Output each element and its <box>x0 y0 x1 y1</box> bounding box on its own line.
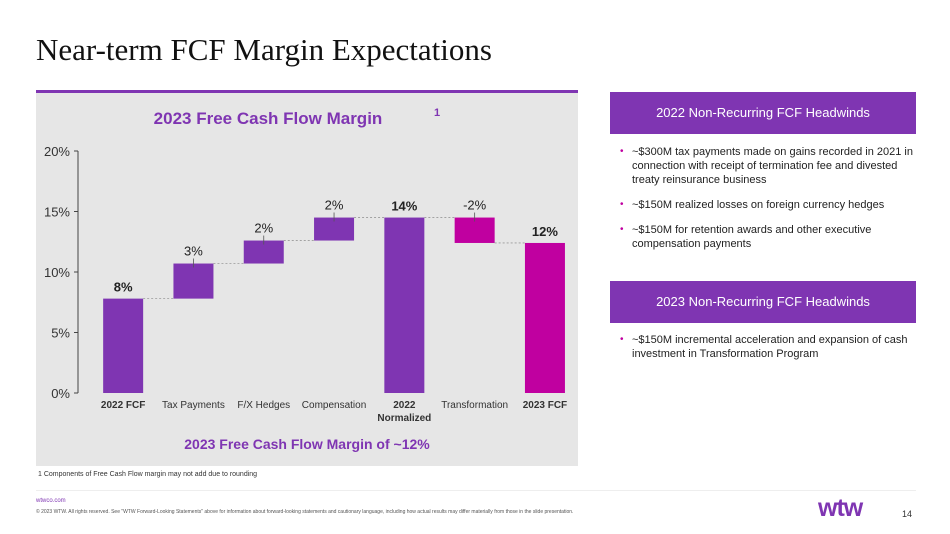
waterfall-bar <box>173 263 214 299</box>
page-number: 14 <box>902 509 913 519</box>
chart-panel: 2023 Free Cash Flow Margin 1 0% 5% 10% 15% 2… <box>36 90 578 466</box>
waterfall-bar <box>524 242 565 393</box>
list-item: ~$150M realized losses on foreign curren… <box>618 198 914 212</box>
value-label: -2% <box>463 198 487 213</box>
value-label: 14% <box>391 199 417 214</box>
section-header-2022-headwinds: 2022 Non-Recurring FCF Headwinds <box>610 92 916 134</box>
y-tick-label: 10% <box>44 265 70 280</box>
list-item: ~$300M tax payments made on gains record… <box>618 145 914 187</box>
waterfall-bar <box>103 298 144 393</box>
list-2022-headwinds: ~$300M tax payments made on gains record… <box>618 145 914 262</box>
waterfall-bar <box>384 217 425 393</box>
footer-divider <box>36 490 916 491</box>
value-label: 8% <box>114 280 133 295</box>
list-item: ~$150M for retention awards and other ex… <box>618 223 914 251</box>
section-header-2023-headwinds: 2023 Non-Recurring FCF Headwinds <box>610 281 916 323</box>
value-label: 2% <box>254 221 273 236</box>
chart-title-text: 2023 Free Cash Flow Margin <box>154 109 383 128</box>
list-item: ~$150M incremental acceleration and expa… <box>618 333 914 361</box>
category-label: Tax Payments <box>162 400 225 411</box>
waterfall-bar <box>314 217 355 241</box>
value-label: 2% <box>325 198 344 213</box>
chart-title: 2023 Free Cash Flow Margin <box>154 109 383 128</box>
wtw-logo: wtw <box>818 494 863 522</box>
slide-title: Near-term FCF Margin Expectations <box>36 32 492 67</box>
chart-bars: 8% 2022 FCF 3% Tax Payments 2% F/X Hedges 2% Co… <box>101 198 567 424</box>
y-axis: 0% 5% 10% 15% 20% <box>44 144 79 401</box>
footer-link[interactable]: wtwco.com <box>36 498 66 504</box>
footnote: 1 Components of Free Cash Flow margin ma… <box>38 471 258 478</box>
waterfall-bar <box>243 240 284 264</box>
waterfall-bar <box>454 217 495 243</box>
y-tick-label: 5% <box>51 326 70 341</box>
category-label: 2022 FCF <box>101 400 145 411</box>
value-label: 3% <box>184 244 203 259</box>
category-label: Compensation <box>302 400 366 411</box>
waterfall-chart: 2023 Free Cash Flow Margin 1 0% 5% 10% 15% 2… <box>44 107 567 424</box>
y-tick-label: 20% <box>44 144 70 159</box>
chart-footer: 2023 Free Cash Flow Margin of ~12% <box>184 436 430 452</box>
footer-legal-text: © 2023 WTW. All rights reserved. See "WT… <box>36 509 574 515</box>
category-label: F/X Hedges <box>237 400 290 411</box>
category-label: 2023 FCF <box>523 400 567 411</box>
list-2023-headwinds: ~$150M incremental acceleration and expa… <box>618 333 914 372</box>
y-tick-label: 0% <box>51 386 70 401</box>
y-tick-label: 15% <box>44 205 70 220</box>
category-label: Transformation <box>441 400 508 411</box>
value-label: 12% <box>532 224 558 239</box>
chart-title-superscript: 1 <box>434 107 440 119</box>
category-label: Normalized <box>377 413 431 424</box>
category-label: 2022 <box>393 400 416 411</box>
